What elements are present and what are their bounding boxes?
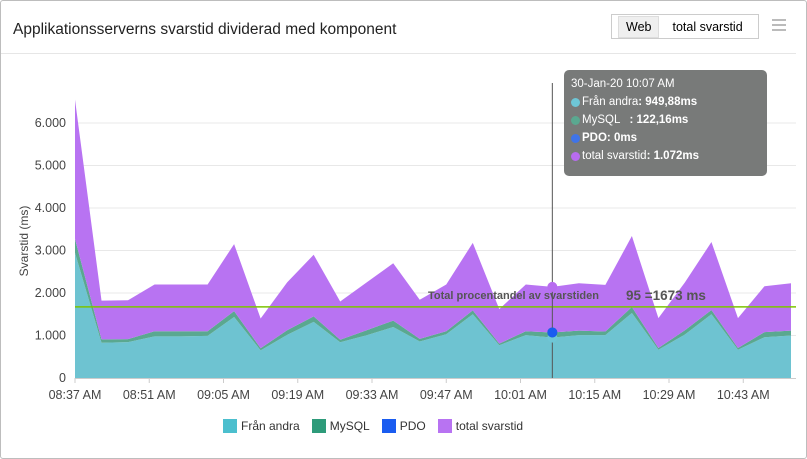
- y-tick-label: 0: [59, 371, 66, 385]
- tooltip: 30-Jan-20 10:07 AM Från andra : 949,88ms…: [564, 70, 767, 176]
- area-total-svarstid: [75, 99, 791, 349]
- legend-item-pdo[interactable]: PDO: [381, 419, 426, 433]
- y-tick-label: 5.000: [35, 159, 66, 173]
- legend-item-mysql[interactable]: MySQL: [311, 419, 370, 433]
- legend-item-fran-andra[interactable]: Från andra: [223, 419, 300, 433]
- x-tick-label: 09:05 AM: [197, 388, 250, 402]
- chart-title: Applikationsserverns svarstid dividerad …: [13, 21, 397, 38]
- legend-item-total-svarstid[interactable]: total svarstid: [437, 419, 523, 433]
- pdo-dot-icon: [571, 133, 580, 143]
- tooltip-row: PDO : 0ms: [571, 132, 760, 144]
- y-tick-label: 3.000: [35, 244, 66, 258]
- y-axis-label: Svarstid (ms): [17, 206, 31, 277]
- hamburger-icon[interactable]: [772, 19, 786, 34]
- toggle-total-svarstid[interactable]: total svarstid: [672, 19, 743, 34]
- x-tick-label: 10:01 AM: [494, 388, 547, 402]
- tooltip-row: total svarstid : 1.072ms: [571, 150, 760, 162]
- header-divider: [1, 53, 796, 54]
- x-tick-label: 10:43 AM: [717, 388, 770, 402]
- area-från-andra: [75, 252, 791, 378]
- x-tick-label: 08:37 AM: [49, 388, 102, 402]
- threshold-label: Total procentandel av svarstiden: [428, 290, 599, 302]
- toggle-web[interactable]: Web: [618, 15, 660, 38]
- view-toggle: Web total svarstid: [611, 14, 759, 39]
- threshold-value-label: 95 =1673 ms: [626, 288, 706, 303]
- x-tick-label: 09:19 AM: [271, 388, 324, 402]
- hover-point-marker: [547, 281, 558, 292]
- legend: Från andra MySQL PDO total svarstid: [223, 419, 535, 433]
- mysql-dot-icon: [571, 115, 580, 125]
- x-tick-label: 08:51 AM: [123, 388, 176, 402]
- y-tick-label: 1.000: [35, 329, 66, 343]
- fran-andra-dot-icon: [571, 97, 580, 107]
- y-tick-label: 2.000: [35, 286, 66, 300]
- x-tick-label: 10:29 AM: [643, 388, 696, 402]
- tooltip-row: MySQL : 122,16ms: [571, 114, 760, 126]
- y-tick-label: 4.000: [35, 201, 66, 215]
- total-dot-icon: [571, 151, 580, 161]
- tooltip-time: 30-Jan-20 10:07 AM: [571, 78, 675, 90]
- x-tick-label: 09:33 AM: [346, 388, 399, 402]
- x-tick-label: 09:47 AM: [420, 388, 473, 402]
- tooltip-row: Från andra : 949,88ms: [571, 96, 760, 108]
- hover-point-marker: [547, 327, 558, 338]
- y-tick-label: 6.000: [35, 116, 66, 130]
- x-tick-label: 10:15 AM: [568, 388, 621, 402]
